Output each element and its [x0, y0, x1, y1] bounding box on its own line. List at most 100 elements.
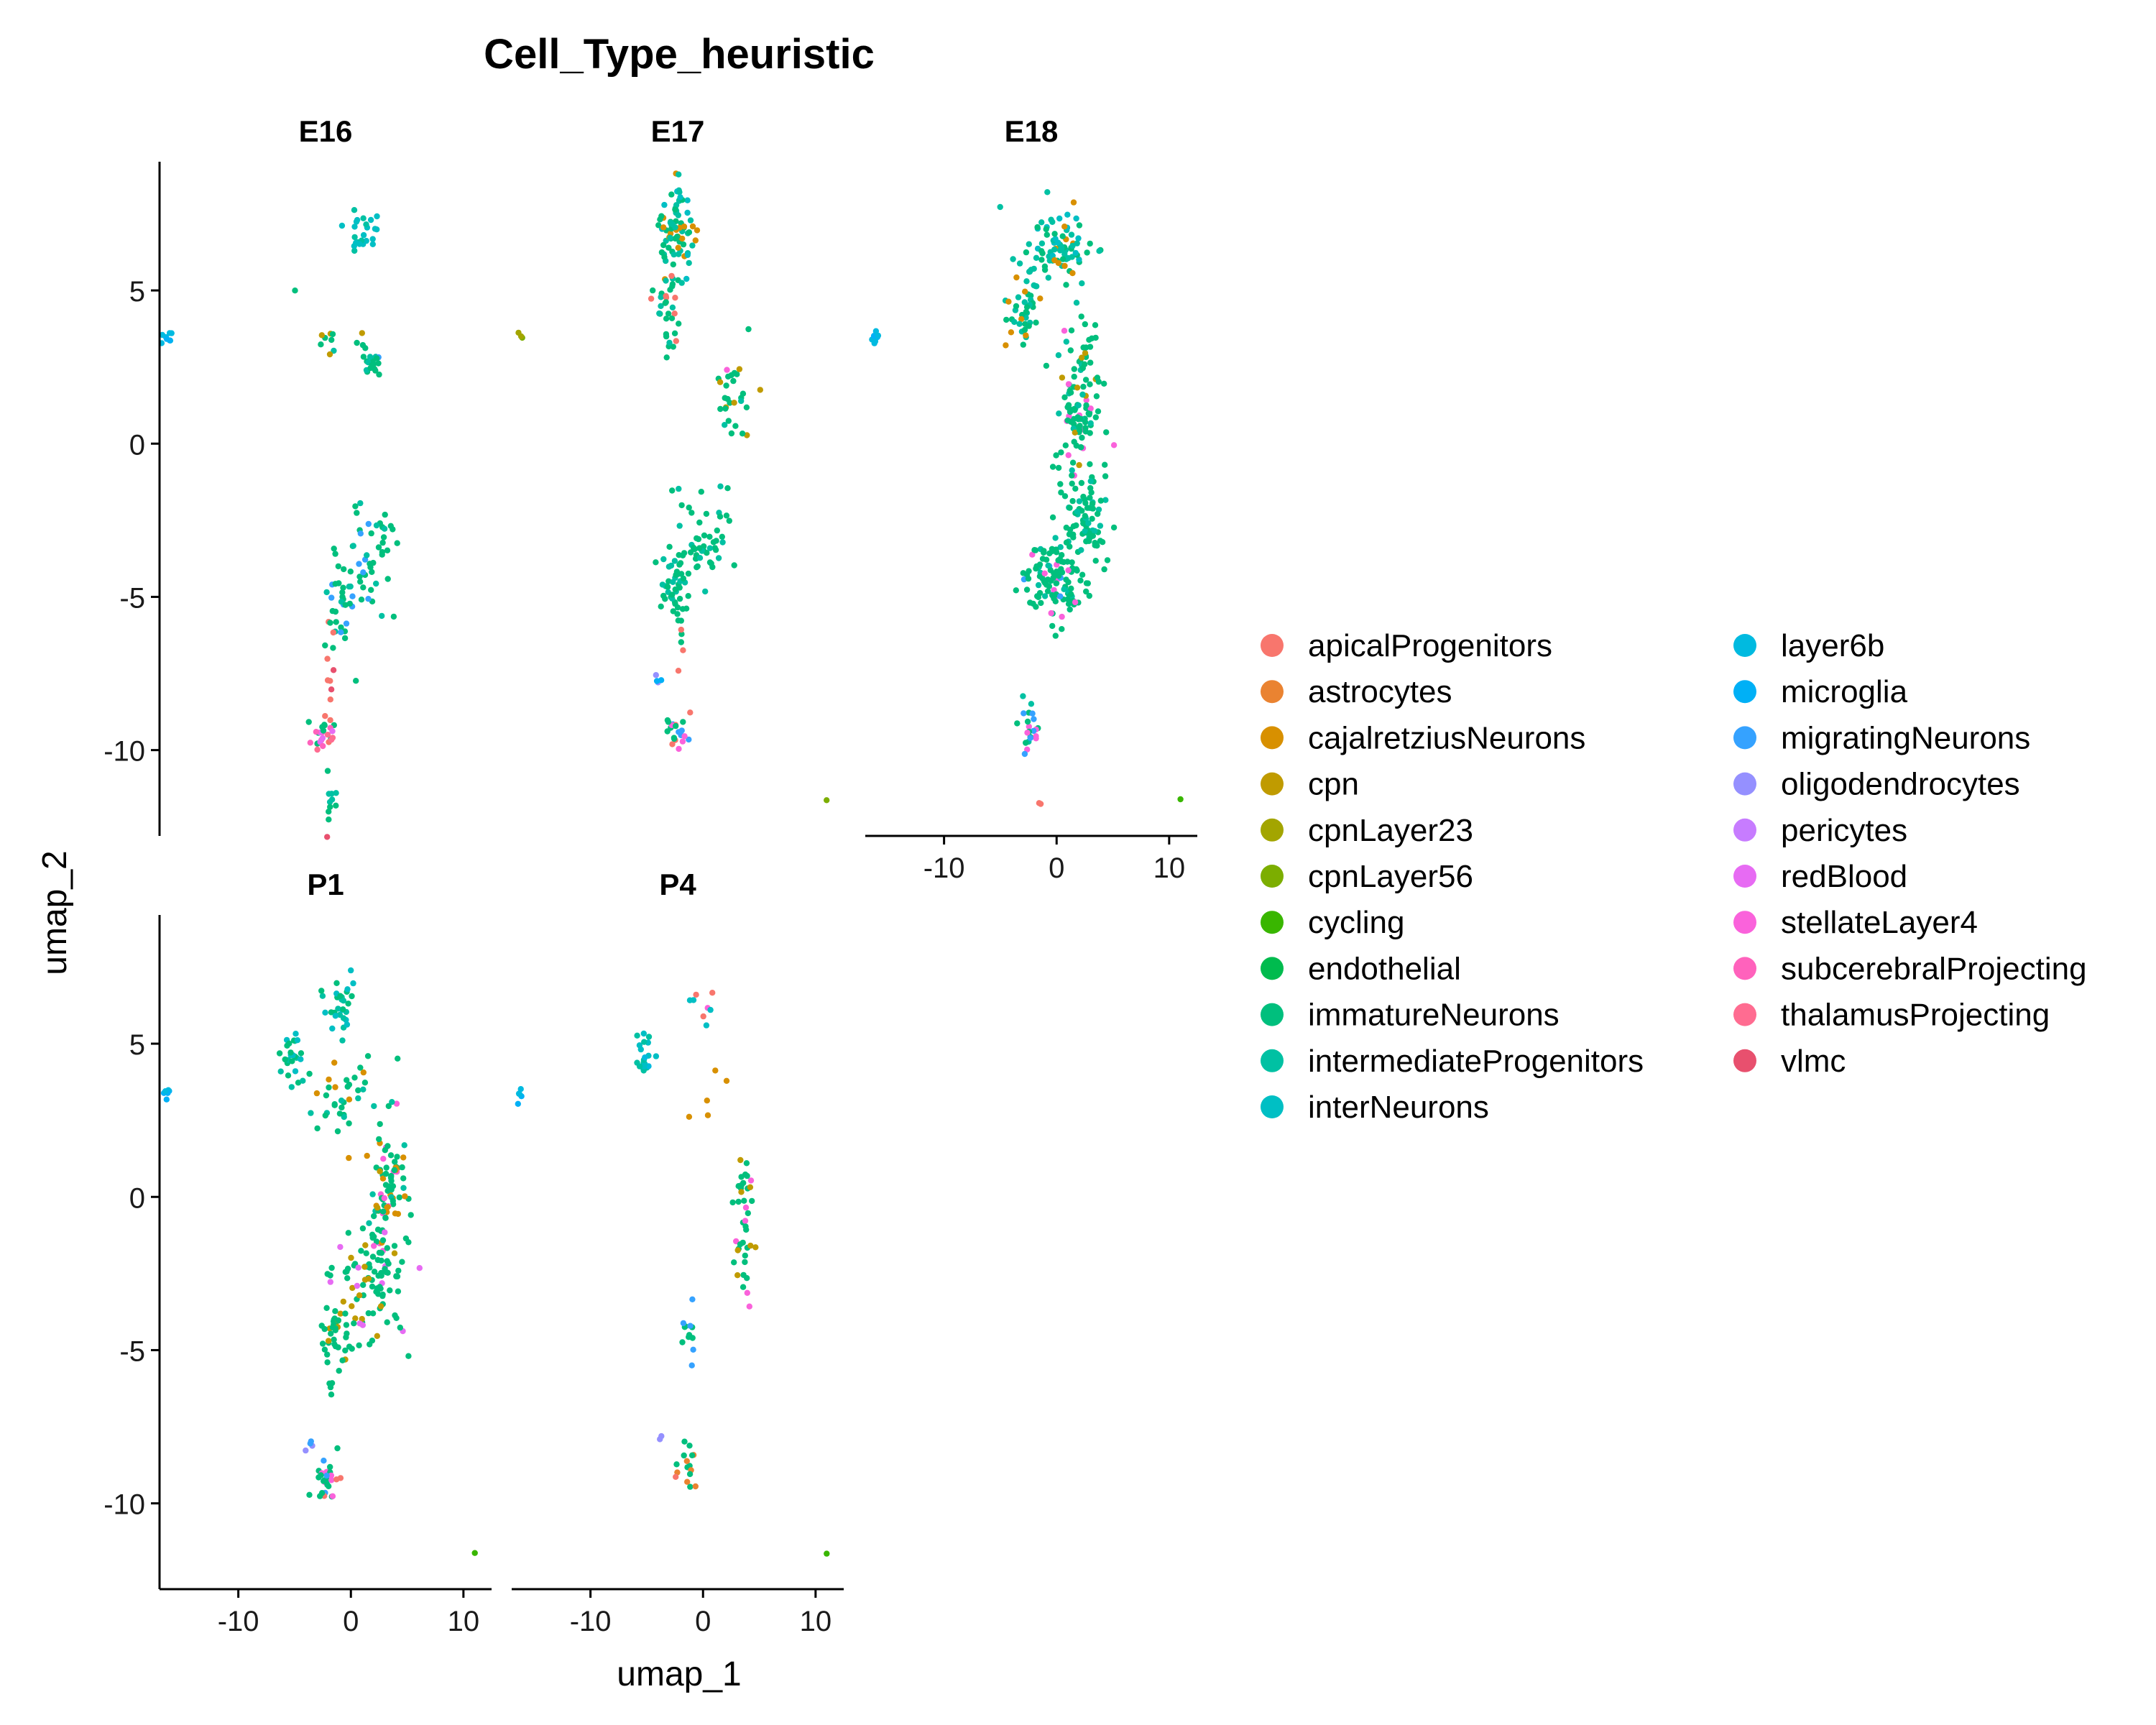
cell-point	[1096, 248, 1102, 254]
legend-item: pericytes	[1733, 813, 1907, 848]
cell-point	[344, 986, 351, 993]
cell-point	[307, 1440, 313, 1447]
cell-point	[1092, 334, 1099, 341]
cell-point	[1082, 500, 1089, 507]
cell-point	[688, 510, 695, 516]
cell-point	[1089, 500, 1096, 507]
cell-point	[371, 1269, 378, 1275]
cell-point	[515, 329, 522, 336]
cell-point	[319, 1340, 326, 1347]
cell-point	[723, 382, 729, 389]
cell-point	[687, 1322, 694, 1329]
cell-point	[340, 1006, 346, 1013]
cell-point	[285, 1072, 292, 1079]
cell-point	[1048, 610, 1054, 617]
cell-point	[364, 1053, 372, 1059]
cell-point	[384, 1245, 390, 1251]
panel-E18: E18 -10 0 10	[865, 114, 1197, 884]
cell-point	[390, 1197, 396, 1205]
cell-point	[391, 1250, 398, 1256]
y-tick-label: -5	[119, 1335, 145, 1367]
cell-point	[328, 1477, 335, 1484]
cell-point	[661, 254, 668, 260]
cell-point	[1101, 566, 1107, 573]
cell-point	[1023, 278, 1030, 285]
cell-point	[736, 366, 743, 372]
cell-point	[663, 277, 669, 284]
cell-point	[359, 1225, 367, 1232]
cell-point	[1033, 254, 1040, 261]
cell-point	[681, 733, 688, 740]
cell-point	[337, 1243, 344, 1251]
cell-point	[365, 1275, 372, 1282]
cell-point	[1035, 581, 1042, 589]
cell-point	[715, 555, 722, 561]
points-E17	[515, 170, 830, 804]
cell-point	[743, 404, 750, 410]
cell-point	[717, 405, 724, 413]
cell-point	[321, 1346, 328, 1353]
cell-point	[342, 1347, 349, 1354]
cell-point	[653, 678, 660, 684]
cell-point	[346, 1154, 352, 1162]
cell-point	[375, 544, 382, 551]
cell-point	[692, 1483, 699, 1490]
cell-point	[669, 487, 676, 494]
cell-point	[678, 639, 684, 645]
cell-point	[331, 1336, 337, 1343]
cell-point	[1061, 251, 1068, 257]
cell-point	[357, 500, 364, 507]
cell-point	[1082, 377, 1089, 383]
cell-point	[331, 546, 337, 552]
cell-point	[384, 1143, 391, 1149]
panel-P1: P1 5 0 -5 -10 -10 0 10	[103, 868, 492, 1637]
cell-point	[676, 584, 683, 591]
legend-item: thalamusProjecting	[1733, 998, 2050, 1033]
cell-point	[167, 337, 173, 344]
cell-point	[298, 1056, 304, 1062]
legend-swatch	[1261, 680, 1284, 704]
cell-point	[295, 1080, 302, 1086]
legend-item: interNeurons	[1261, 1090, 1489, 1125]
cell-point	[719, 539, 726, 546]
cell-point	[673, 722, 679, 730]
cell-point	[376, 371, 382, 378]
cell-point	[314, 1125, 321, 1132]
cell-point	[1045, 275, 1052, 281]
legend-item: redBlood	[1733, 859, 1907, 894]
cell-point	[1005, 298, 1012, 305]
cell-point	[722, 422, 728, 428]
legend-swatch	[1261, 634, 1284, 657]
cell-point	[333, 1476, 340, 1483]
cell-point	[340, 584, 346, 591]
cell-point	[700, 1013, 706, 1020]
legend-swatch	[1261, 772, 1284, 796]
cell-point	[360, 1282, 367, 1289]
cell-point	[725, 373, 732, 380]
cell-point	[382, 1182, 390, 1188]
facet-panels: E16 5 0 -5 -10 E17 E18 -10 0 10 P1 5 0 -5 -10 -10 0 10 P4 -…	[103, 114, 1197, 1637]
legend-label: layer6b	[1781, 628, 1884, 663]
legend-swatch	[1733, 911, 1756, 934]
cell-point	[1018, 316, 1025, 323]
cell-point	[1087, 494, 1093, 501]
cell-point	[1085, 520, 1092, 527]
cell-point	[686, 1471, 694, 1478]
cell-point	[321, 1458, 327, 1464]
cell-point	[1049, 514, 1056, 520]
cell-point	[1055, 352, 1062, 359]
cell-point	[689, 1296, 696, 1303]
cell-point	[1038, 219, 1045, 226]
cell-point	[318, 332, 325, 339]
cell-point	[351, 247, 358, 254]
legend-item: subcerebralProjecting	[1733, 951, 2087, 986]
cell-point	[1023, 304, 1031, 310]
cell-point	[361, 1080, 369, 1086]
cell-point	[355, 1087, 361, 1094]
cell-point	[1069, 559, 1075, 566]
cell-point	[1110, 442, 1118, 448]
cell-point	[641, 1039, 648, 1045]
cell-point	[658, 249, 665, 256]
cell-point	[374, 213, 380, 220]
cell-point	[359, 330, 365, 336]
